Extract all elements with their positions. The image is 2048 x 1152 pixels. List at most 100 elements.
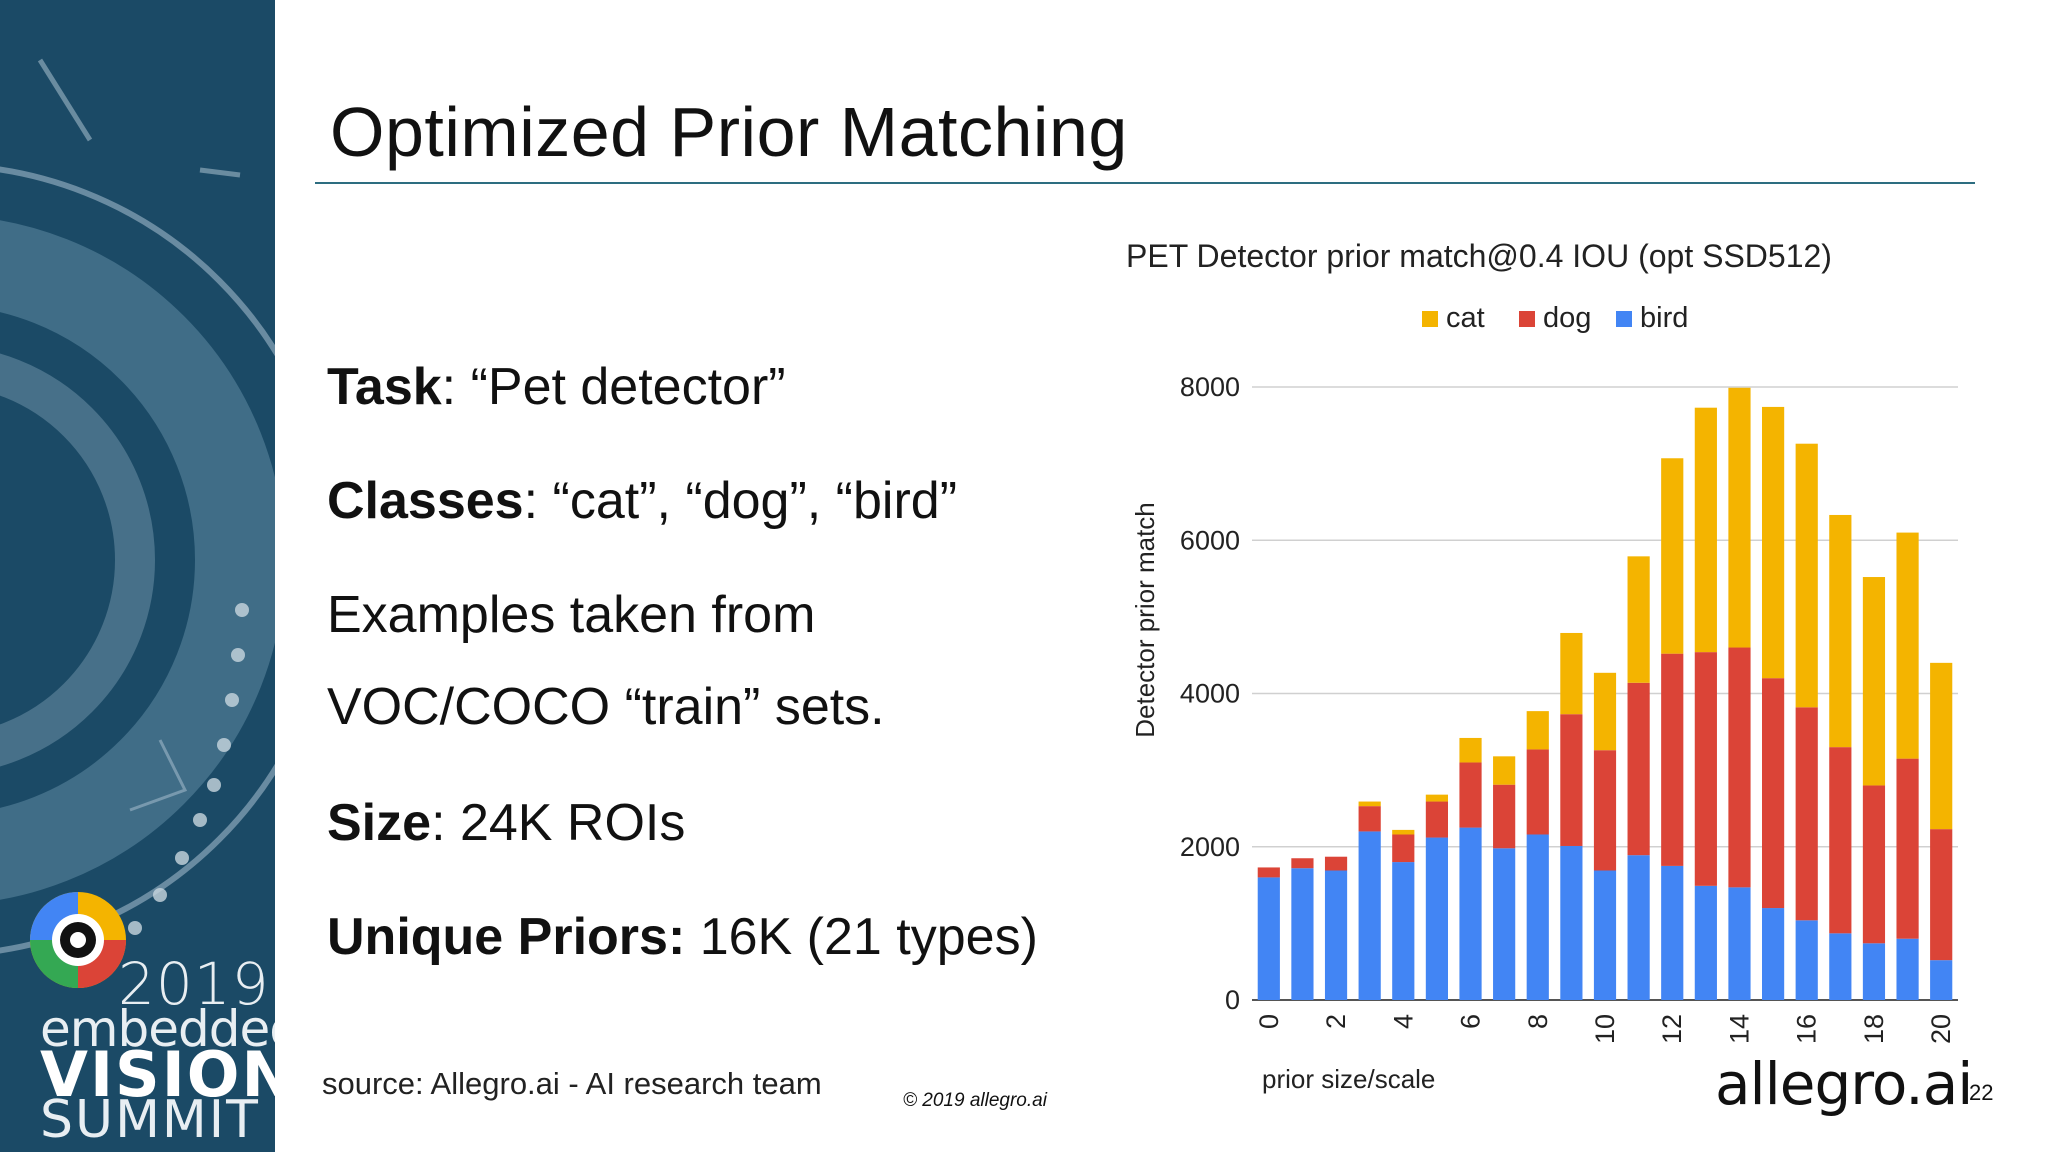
legend-swatch-cat [1422,311,1438,327]
bar-bird-5 [1425,837,1448,1000]
stacked-bar-chart: PET Detector prior match@0.4 IOU (opt SS… [1126,238,1958,1094]
bar-dog-18 [1862,785,1886,944]
y-tick-label-0: 0 [1225,985,1240,1015]
bar-bird-4 [1392,862,1415,1000]
bar-bird-19 [1896,938,1919,1000]
bar-bird-20 [1930,960,1953,1000]
bar-bird-1 [1291,868,1314,1000]
bar-dog-17 [1829,747,1852,934]
examples-line-1: Examples taken from [327,586,816,644]
copyright-note: © 2019 allegro.ai [903,1090,1047,1111]
x-tick-label-12: 12 [1657,1014,1687,1044]
task-label: Task [327,358,442,416]
bar-cat-19 [1896,532,1919,759]
legend-label-dog: dog [1543,302,1591,334]
vision-summit-emblem-icon [30,892,126,988]
bar-cat-3 [1358,801,1381,807]
bar-dog-1 [1291,858,1314,869]
bar-cat-4 [1392,829,1415,835]
bar-dog-3 [1358,806,1381,832]
y-axis-ticks: 0 2000 4000 6000 8000 [1180,372,1240,1015]
bar-dog-4 [1392,834,1415,863]
bar-dog-6 [1459,762,1482,828]
title-divider [315,182,1975,184]
y-tick-label-8000: 8000 [1180,372,1240,402]
sidebar-banner: 2019 embedded VISION SUMMIT [0,0,275,1152]
bar-cat-17 [1829,514,1852,748]
allegro-logo: allegro.ai [1715,1050,1973,1118]
classes-label: Classes [327,472,524,530]
x-tick-label-6: 6 [1456,1014,1486,1029]
bar-dog-20 [1930,829,1953,961]
sidebar-decoration [0,58,275,988]
classes-value: : “cat”, “dog”, “bird” [523,472,958,530]
legend-swatch-dog [1519,311,1535,327]
event-name-line2: VISION [40,1038,275,1111]
bar-bird-10 [1593,870,1617,1000]
bar-bird-18 [1862,943,1886,1000]
bar-bird-7 [1493,848,1516,1000]
x-tick-label-0: 0 [1254,1014,1284,1029]
legend-swatch-bird [1616,311,1632,327]
bar-dog-5 [1425,801,1448,838]
legend-label-cat: cat [1446,302,1485,334]
bar-dog-12 [1661,653,1684,866]
legend-label-bird: bird [1640,302,1688,334]
task-value: : “Pet detector” [441,358,786,416]
source-note: source: Allegro.ai - AI research team [322,1066,822,1101]
bar-dog-14 [1728,647,1751,888]
bar-bird-14 [1728,887,1751,1000]
event-name-line3: SUMMIT [40,1090,260,1150]
bar-dog-10 [1593,750,1617,871]
bar-cat-20 [1930,662,1953,830]
slide-title: Optimized Prior Matching [330,93,1128,171]
chart-bars [1257,387,1953,1000]
bar-bird-6 [1459,827,1482,1000]
bar-dog-15 [1762,678,1785,909]
x-tick-label-10: 10 [1590,1014,1620,1044]
page-number: 22 [1969,1080,1994,1105]
bar-bird-3 [1358,831,1381,1000]
x-tick-label-18: 18 [1859,1014,1889,1044]
bar-cat-9 [1560,632,1583,715]
x-axis-label: prior size/scale [1262,1064,1435,1094]
x-tick-label-2: 2 [1321,1014,1351,1029]
priors-bullet: Unique Priors: 16K (21 types) [327,907,1038,967]
y-axis-label: Detector prior match [1130,502,1160,738]
bar-cat-18 [1862,577,1886,786]
bar-dog-0 [1257,867,1280,878]
bar-bird-11 [1627,855,1650,1000]
bar-bird-2 [1324,870,1348,1000]
chart-legend: cat dog bird [1422,302,1688,334]
bar-cat-7 [1493,756,1516,785]
bar-bird-12 [1661,865,1684,1000]
classes-bullet: Classes: “cat”, “dog”, “bird” [327,471,957,531]
bar-cat-16 [1795,443,1818,708]
bar-cat-12 [1661,458,1684,654]
bar-cat-15 [1762,406,1785,679]
bar-cat-6 [1459,737,1482,763]
bar-cat-10 [1593,672,1617,751]
bar-cat-13 [1694,407,1717,653]
y-tick-label-4000: 4000 [1180,679,1240,709]
task-bullet: Task: “Pet detector” [327,357,786,417]
bar-bird-9 [1560,845,1583,1000]
x-tick-label-4: 4 [1388,1014,1418,1029]
chart-title: PET Detector prior match@0.4 IOU (opt SS… [1126,238,1832,274]
x-tick-label-14: 14 [1724,1014,1754,1044]
bar-cat-8 [1526,711,1549,750]
event-year: 2019 [118,950,270,1018]
x-tick-label-8: 8 [1523,1014,1553,1029]
x-tick-label-16: 16 [1792,1014,1822,1044]
bar-cat-11 [1627,556,1650,683]
bar-bird-17 [1829,933,1852,1000]
priors-label: Unique Priors: [327,908,686,966]
bar-dog-11 [1627,682,1650,856]
bar-bird-0 [1257,877,1280,1000]
bar-dog-16 [1795,707,1818,921]
bar-bird-16 [1795,920,1818,1000]
bar-dog-13 [1694,652,1717,886]
bar-dog-7 [1493,784,1516,849]
bar-dog-8 [1526,749,1549,835]
bar-dog-19 [1896,758,1919,939]
